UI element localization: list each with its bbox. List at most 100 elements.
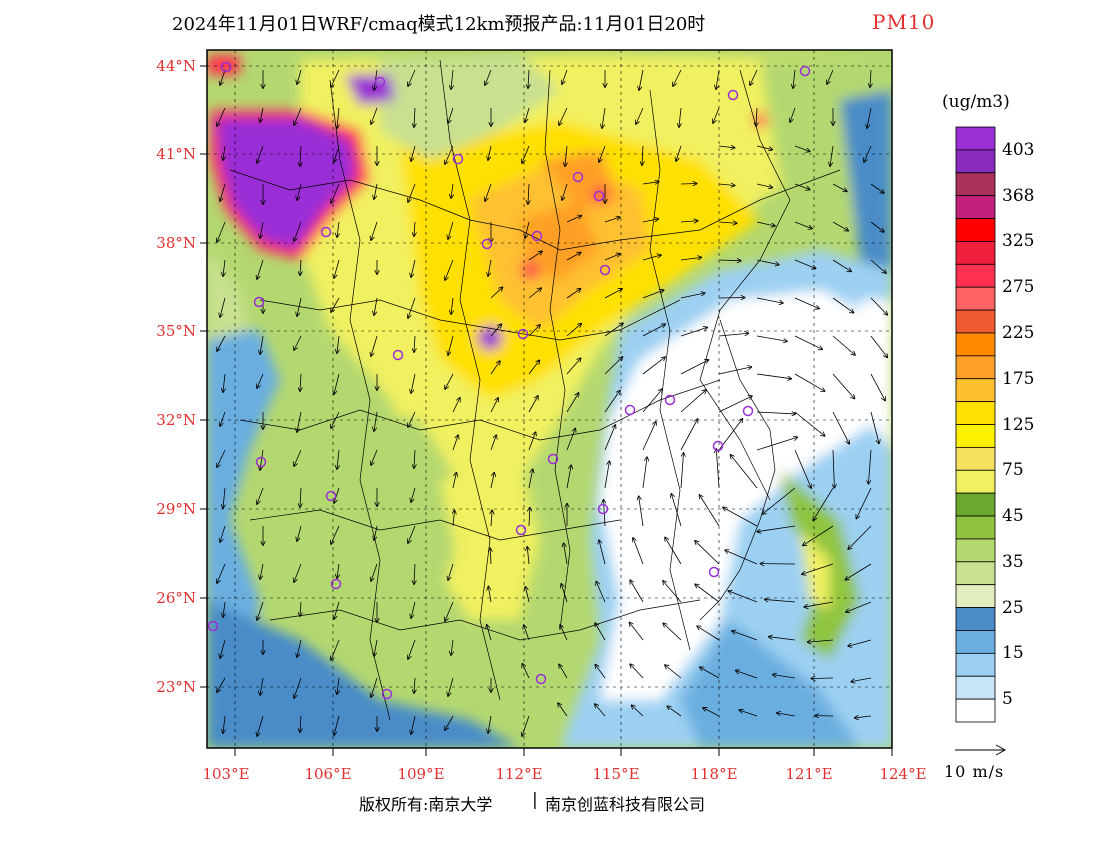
lat-label: 35°N	[156, 322, 196, 340]
city-marker	[547, 453, 559, 465]
wind-vector	[629, 622, 644, 641]
wind-vector	[300, 715, 301, 732]
wind-vector	[680, 419, 698, 451]
city-markers	[207, 61, 811, 700]
wind-vector	[257, 145, 264, 163]
wind-vector	[331, 297, 340, 312]
colorbar-label: 25	[1002, 598, 1024, 618]
wind-vector	[558, 703, 568, 717]
lon-label: 106°E	[304, 765, 352, 783]
wind-vector	[667, 706, 682, 717]
wind-vector	[716, 449, 720, 489]
wind-vector	[294, 449, 302, 466]
wind-vector	[566, 216, 581, 223]
wind-vector	[522, 715, 530, 736]
wind-vector	[300, 601, 301, 616]
wind-vector	[848, 639, 872, 646]
wind-vector	[811, 678, 834, 679]
colorbar-swatch	[955, 309, 996, 334]
wind-vector	[756, 221, 775, 226]
wind-vector	[297, 411, 302, 432]
wind-vector	[642, 182, 659, 184]
wind-vector	[260, 107, 264, 122]
wind-vector	[487, 625, 492, 641]
lat-label: 41°N	[156, 145, 196, 163]
city-marker	[593, 190, 605, 202]
wind-vector	[490, 361, 500, 375]
wind-vector	[680, 221, 698, 222]
copyright-company: 南京创蓝科技有限公司	[545, 795, 706, 814]
wind-vector	[642, 324, 665, 337]
city-marker	[597, 503, 609, 515]
city-marker	[374, 76, 386, 88]
wind-vector	[223, 715, 225, 733]
wind-vector	[524, 625, 530, 641]
wind-vector	[408, 525, 416, 543]
wind-vector	[411, 487, 416, 502]
city-marker	[712, 440, 724, 452]
wind-vector	[452, 473, 456, 489]
wind-vector	[833, 449, 834, 488]
wind-vector	[697, 626, 720, 641]
wind-scale-arrow	[955, 744, 1007, 756]
lon-label: 103°E	[202, 765, 250, 783]
wind-vector	[642, 145, 643, 165]
wind-vector	[713, 107, 720, 123]
wind-vector	[703, 708, 720, 717]
wind-vector	[448, 677, 454, 696]
colorbar-swatch	[955, 607, 996, 631]
wind-vector	[411, 259, 416, 277]
wind-vector	[679, 107, 681, 127]
wind-vector	[793, 69, 795, 88]
wind-vector	[445, 373, 454, 389]
city-marker	[330, 578, 342, 590]
wind-vector	[294, 107, 302, 125]
wind-vector	[411, 601, 416, 618]
wind-vector	[414, 107, 415, 127]
colorbar-swatch	[955, 675, 996, 700]
colorbar-swatch	[955, 630, 996, 654]
colorbar-swatch	[955, 515, 996, 540]
wind-vector	[374, 639, 378, 656]
wind-vector	[803, 525, 834, 545]
wind-vector	[870, 335, 887, 357]
wind-vector	[217, 107, 226, 126]
wind-vector	[260, 563, 264, 579]
lon-label: 124°E	[879, 765, 927, 783]
colorbar-swatch	[955, 355, 996, 380]
wind-vector	[260, 677, 264, 695]
city-marker	[220, 61, 232, 73]
wind-vector	[411, 145, 416, 161]
wind-vector	[848, 525, 872, 549]
wind-vector	[680, 327, 707, 337]
wind-vector	[528, 396, 538, 413]
wind-vector	[294, 335, 302, 350]
lon-label: 115°E	[592, 765, 640, 783]
wind-vector	[337, 449, 339, 469]
wind-vector	[220, 183, 226, 201]
wind-vector	[257, 601, 264, 620]
wind-vector	[529, 508, 530, 527]
wind-vector	[756, 107, 757, 126]
wind-vector	[257, 487, 264, 504]
wind-vector	[525, 107, 530, 122]
lon-label: 121°E	[785, 765, 833, 783]
wind-vector	[794, 183, 810, 190]
wind-vector	[331, 183, 340, 203]
wind-vector	[448, 107, 454, 123]
wind-vector	[695, 541, 720, 565]
lon-label: 118°E	[690, 765, 738, 783]
colorbar-swatch	[955, 126, 996, 151]
wind-vector	[297, 183, 302, 200]
city-marker	[207, 620, 219, 632]
wind-vector	[374, 411, 378, 431]
wind-vector	[870, 69, 871, 87]
wind-vector	[851, 677, 872, 682]
wind-scale-label: 10 m/s	[944, 762, 1005, 781]
axis-ticks	[200, 65, 893, 756]
wind-vector	[832, 259, 851, 271]
pollutant-label: PM10	[872, 10, 936, 34]
wind-vector	[680, 360, 708, 375]
wind-vector	[777, 713, 796, 717]
